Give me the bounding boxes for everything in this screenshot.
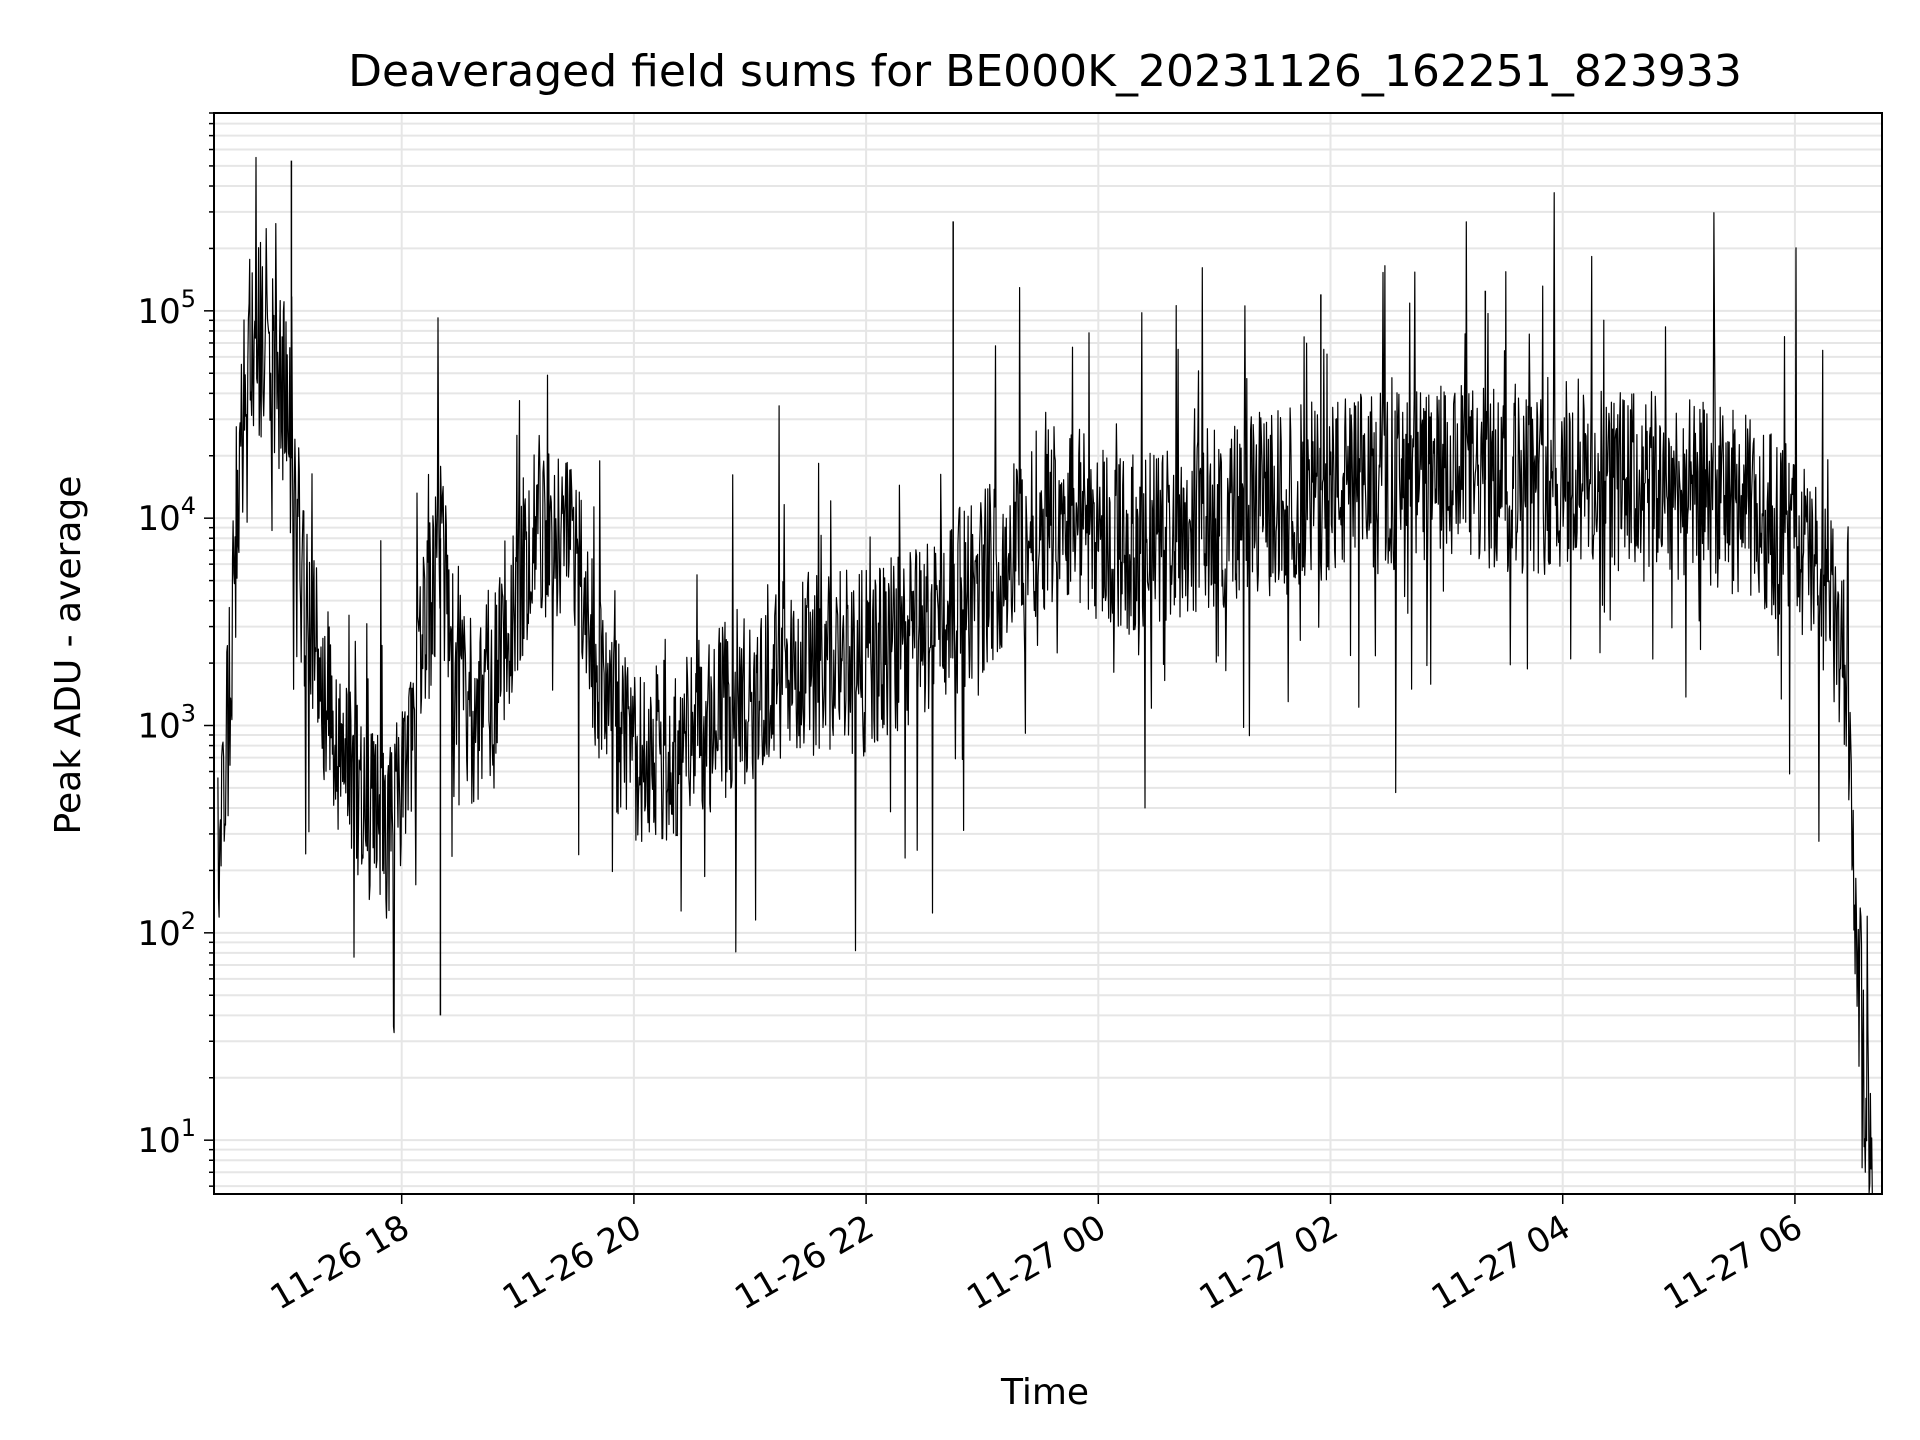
y-axis-label: Peak ADU - average bbox=[48, 476, 89, 835]
chart-title: Deaveraged field sums for BE000K_2023112… bbox=[348, 46, 1742, 97]
y-tick-label: 105 bbox=[137, 285, 196, 332]
y-tick-label: 101 bbox=[137, 1114, 196, 1161]
y-tick-label: 104 bbox=[137, 492, 196, 539]
y-tick-label: 102 bbox=[137, 907, 196, 954]
plot-frame bbox=[213, 112, 1883, 1195]
series-layer bbox=[217, 156, 1873, 1194]
series-line bbox=[217, 156, 1873, 1194]
x-axis-label: Time bbox=[1000, 1372, 1089, 1413]
y-tick-label: 103 bbox=[137, 700, 196, 747]
